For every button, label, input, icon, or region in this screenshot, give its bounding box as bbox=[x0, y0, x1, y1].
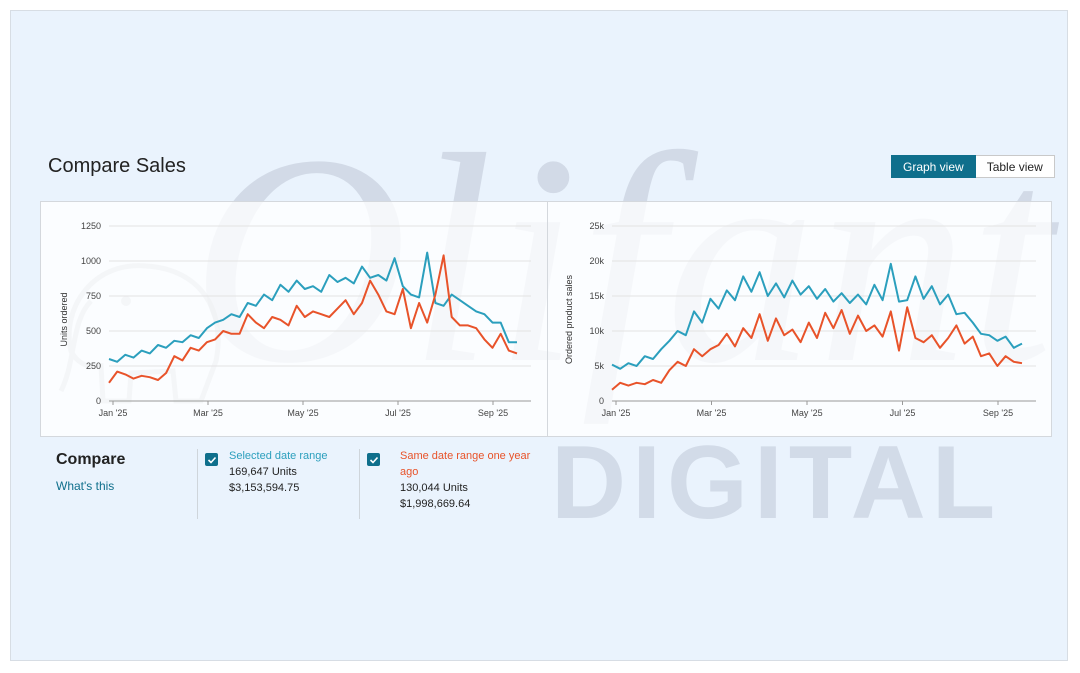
y-tick-label: 1250 bbox=[81, 221, 101, 231]
whats-this-link[interactable]: What's this bbox=[56, 479, 115, 493]
check-icon bbox=[369, 456, 378, 464]
selected-range-label: Selected date range bbox=[229, 450, 328, 462]
watermark-digital-text: DIGITAL bbox=[551, 425, 1002, 541]
selected-range-series-line bbox=[108, 251, 517, 363]
x-tick-label: Jul '25 bbox=[385, 408, 411, 418]
selected-range-series-line bbox=[611, 262, 1023, 370]
y-tick-label: 0 bbox=[599, 396, 604, 406]
legend-separator bbox=[359, 449, 360, 519]
charts-panel: 0 250 500 750 1000 1250 Units ordered Jan '25 Ma… bbox=[40, 201, 1052, 437]
legend-separator bbox=[197, 449, 198, 519]
screenshot-frame: Olifant DIGITAL Compare Sales Graph view… bbox=[10, 10, 1068, 661]
x-tick-label: Sep '25 bbox=[478, 408, 508, 418]
view-toggle: Graph view Table view bbox=[891, 155, 1055, 178]
y-axis-title: Ordered product sales bbox=[564, 274, 574, 364]
y-tick-label: 750 bbox=[86, 291, 101, 301]
prior-year-series-line bbox=[611, 306, 1023, 391]
prior-year-series-line bbox=[108, 254, 518, 384]
prior-range-checkbox[interactable] bbox=[367, 453, 380, 466]
product-sales-chart: 0 5k 10k 15k 20k 25k Ordered product sales Jan … bbox=[564, 221, 1036, 418]
y-tick-label: 25k bbox=[589, 221, 604, 231]
check-icon bbox=[207, 456, 216, 464]
y-tick-label: 20k bbox=[589, 256, 604, 266]
selected-range-sales: $3,153,594.75 bbox=[229, 482, 300, 494]
selected-range-checkbox[interactable] bbox=[205, 453, 218, 466]
selected-range-legend: Selected date range 169,647 Units $3,153… bbox=[229, 448, 349, 496]
x-tick-label: May '25 bbox=[287, 408, 318, 418]
x-tick-label: May '25 bbox=[791, 408, 822, 418]
chart-divider bbox=[547, 202, 548, 436]
x-tick-label: Sep '25 bbox=[983, 408, 1013, 418]
page-title: Compare Sales bbox=[48, 155, 186, 177]
prior-range-label: Same date range one year ago bbox=[400, 450, 531, 478]
y-tick-label: 0 bbox=[96, 396, 101, 406]
x-tick-label: Jan '25 bbox=[602, 408, 631, 418]
y-tick-label: 5k bbox=[594, 361, 604, 371]
compare-title: Compare bbox=[56, 451, 126, 468]
prior-range-units: 130,044 Units bbox=[400, 482, 468, 494]
units-ordered-chart: 0 250 500 750 1000 1250 Units ordered Jan '25 Ma… bbox=[59, 221, 531, 418]
selected-range-units: 169,647 Units bbox=[229, 466, 297, 478]
x-tick-label: Mar '25 bbox=[697, 408, 727, 418]
y-tick-label: 1000 bbox=[81, 256, 101, 266]
y-tick-label: 10k bbox=[589, 326, 604, 336]
y-axis-title: Units ordered bbox=[59, 292, 69, 346]
x-tick-label: Jan '25 bbox=[99, 408, 128, 418]
prior-range-legend: Same date range one year ago 130,044 Uni… bbox=[400, 448, 550, 512]
y-tick-label: 250 bbox=[86, 361, 101, 371]
x-tick-label: Jul '25 bbox=[890, 408, 916, 418]
y-tick-label: 500 bbox=[86, 326, 101, 336]
table-view-button[interactable]: Table view bbox=[975, 155, 1055, 178]
compare-section: Compare What's this bbox=[56, 451, 125, 493]
x-tick-label: Mar '25 bbox=[193, 408, 223, 418]
prior-range-sales: $1,998,669.64 bbox=[400, 498, 471, 510]
y-tick-label: 15k bbox=[589, 291, 604, 301]
graph-view-button[interactable]: Graph view bbox=[891, 155, 976, 178]
